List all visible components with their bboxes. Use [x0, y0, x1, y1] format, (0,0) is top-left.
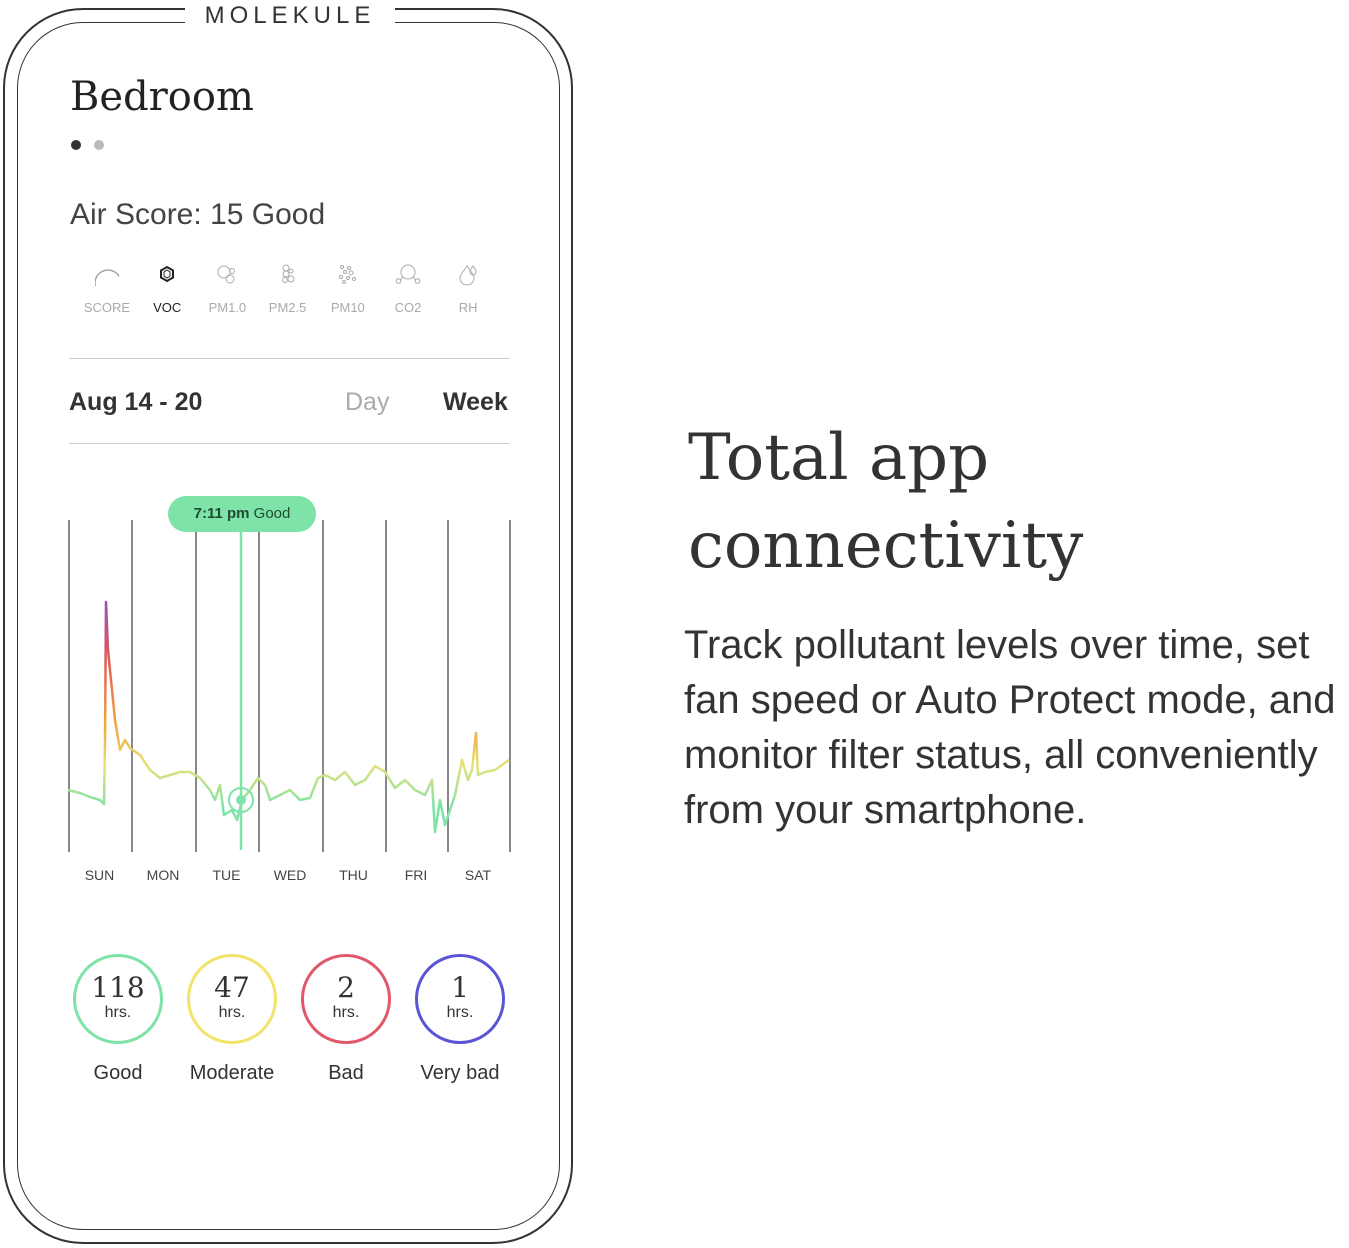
metric-tab-pm25[interactable]: PM2.5	[258, 262, 318, 315]
metric-label: PM10	[330, 300, 365, 315]
hours-value: 1	[451, 971, 469, 1004]
summary-ring-very-bad: 1 hrs.	[415, 954, 505, 1044]
summary-label: Moderate	[189, 1062, 275, 1084]
summary-ring-bad: 2 hrs.	[301, 954, 391, 1044]
day-label: MON	[146, 867, 180, 883]
tooltip: 7:11 pm Good	[168, 496, 316, 532]
metric-label: RH	[458, 300, 478, 315]
metric-tab-rh[interactable]: RH	[438, 262, 498, 315]
hours-value: 47	[214, 971, 250, 1004]
day-label: SAT	[464, 867, 492, 883]
page-indicator-active[interactable]	[71, 140, 81, 150]
pm1-particles-icon	[217, 265, 236, 284]
metric-label: VOC	[153, 300, 182, 315]
tooltip-status: Good	[253, 505, 291, 522]
trend-line	[67, 600, 510, 834]
hours-value: 2	[337, 971, 355, 1004]
day-label: SUN	[84, 867, 115, 883]
tab-week[interactable]: Week	[443, 388, 508, 416]
summary-label: Very bad	[420, 1062, 500, 1084]
date-range: Aug 14 - 20	[69, 388, 203, 416]
hours-value: 118	[91, 971, 145, 1004]
tooltip-time: 7:11 pm	[193, 505, 250, 522]
day-gridline	[68, 520, 70, 852]
metric-tab-score[interactable]: SCORE	[77, 262, 137, 315]
headline: Total app connectivity	[688, 421, 1084, 583]
day-gridline	[258, 520, 260, 852]
day-gridline	[385, 520, 387, 852]
day-label: WED	[273, 867, 307, 883]
pm10-particles-icon	[338, 265, 356, 284]
voc-trend-chart[interactable]	[0, 0, 560, 900]
day-gridline	[509, 520, 511, 852]
description: Track pollutant levels over time, set fa…	[684, 623, 1336, 832]
day-gridline	[447, 520, 449, 852]
day-label: TUE	[212, 867, 241, 883]
hours-unit: hrs.	[446, 1004, 474, 1021]
metric-tab-pm10[interactable]: PM1.0	[197, 262, 257, 315]
metric-tab-pm10[interactable]: PM10	[318, 262, 378, 315]
summary-ring-good: 118 hrs.	[73, 954, 163, 1044]
hours-unit: hrs.	[332, 1004, 360, 1021]
metric-label: SCORE	[83, 300, 131, 315]
day-label: THU	[339, 867, 368, 883]
room-title: Bedroom	[70, 74, 254, 120]
day-gridline	[195, 520, 197, 852]
air-score: Air Score: 15 Good	[70, 198, 326, 231]
hours-unit: hrs.	[104, 1004, 132, 1021]
metric-tab-voc[interactable]: VOC	[137, 262, 197, 315]
summary-label: Bad	[328, 1062, 364, 1084]
divider	[69, 358, 510, 359]
metric-tab-co2[interactable]: CO2	[378, 262, 438, 315]
page-indicator[interactable]	[94, 140, 104, 150]
day-gridline	[322, 520, 324, 852]
day-label: FRI	[404, 867, 428, 883]
tab-day[interactable]: Day	[345, 388, 390, 416]
metric-label: PM1.0	[208, 300, 247, 315]
day-gridline	[131, 520, 133, 852]
summary-label: Good	[93, 1062, 143, 1084]
voc-molecule-icon	[160, 265, 175, 283]
divider	[69, 443, 510, 444]
summary-ring-moderate: 47 hrs.	[187, 954, 277, 1044]
cursor-ring[interactable]	[228, 787, 254, 813]
cursor-dot[interactable]	[236, 795, 246, 805]
metric-label: PM2.5	[268, 300, 307, 315]
humidity-drop-icon	[459, 265, 477, 286]
metric-label: CO2	[394, 300, 422, 315]
pm25-particles-icon	[281, 264, 295, 283]
hours-unit: hrs.	[218, 1004, 246, 1021]
score-arc-icon	[95, 269, 119, 286]
brand-logo: MOLEKULE	[185, 0, 395, 34]
co2-molecule-icon	[395, 264, 421, 284]
